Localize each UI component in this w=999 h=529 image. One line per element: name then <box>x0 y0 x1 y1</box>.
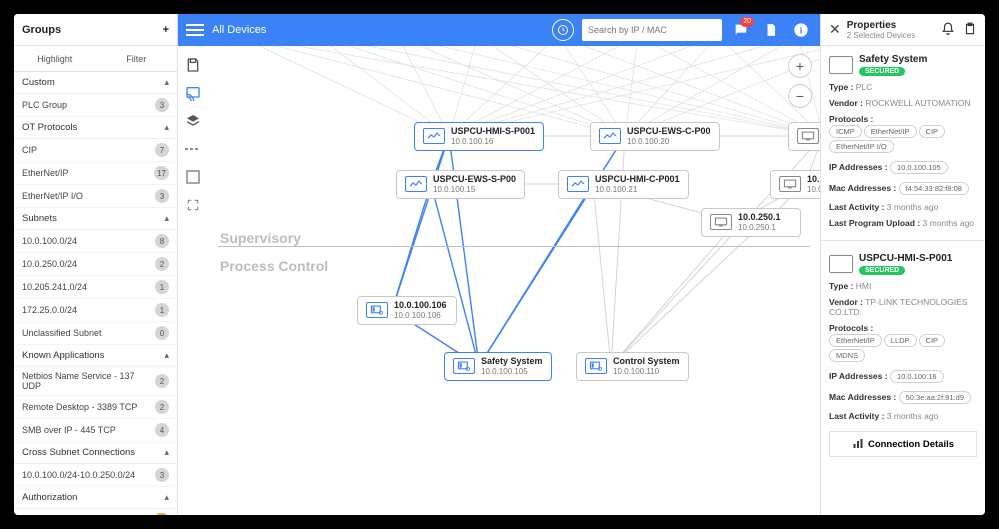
layer-label: Process Control <box>220 258 328 274</box>
protocol-pill: EtherNet/IP I/O <box>829 140 894 153</box>
fullscreen-icon[interactable] <box>184 196 202 214</box>
secured-badge: SECURED <box>859 67 905 76</box>
device-icon <box>779 176 801 192</box>
network-node[interactable]: USPCU-HMI-C-P00110.0.100.21 <box>558 170 689 199</box>
group-row[interactable]: Remote Desktop - 3389 TCP2 <box>14 396 177 419</box>
add-group-icon[interactable]: + <box>163 24 169 36</box>
document-icon[interactable] <box>760 19 782 41</box>
groups-title: Groups <box>22 24 61 36</box>
secured-badge: SECURED <box>859 266 905 275</box>
square-icon[interactable] <box>184 168 202 186</box>
group-row[interactable]: Unclassified Subnet0 <box>14 322 177 345</box>
group-section[interactable]: OT Protocols▴ <box>14 117 177 139</box>
device-name: USPCU-HMI-S-P001 <box>859 253 952 264</box>
network-node[interactable]: USPCU-EWS-S-P0010.0.100.15 <box>396 170 525 199</box>
network-canvas[interactable]: + − USPCU-HMI-S-P00110.0.100.16 USPCU-EWS… <box>178 46 820 515</box>
group-row[interactable]: Authorized Devices26 <box>14 509 177 515</box>
group-row[interactable]: 10.0.100.0/248 <box>14 230 177 253</box>
groups-panel: Groups + Highlight Filter Custom▴PLC Gro… <box>14 14 178 515</box>
device-icon <box>829 255 853 273</box>
device-icon <box>567 176 589 192</box>
dash-icon[interactable] <box>184 140 202 158</box>
bell-icon[interactable] <box>941 22 955 38</box>
close-icon[interactable]: ✕ <box>829 21 841 38</box>
tool-strip <box>178 46 208 214</box>
clipboard-icon[interactable] <box>963 22 977 38</box>
history-icon[interactable] <box>552 19 574 41</box>
group-section[interactable]: Cross Subnet Connections▴ <box>14 442 177 464</box>
protocol-pill: EtherNet/IP <box>864 125 917 138</box>
layers-icon[interactable] <box>184 112 202 130</box>
network-node[interactable]: 10.0.100.110.0.100.1 <box>788 122 820 151</box>
search-box[interactable] <box>582 19 722 41</box>
device-icon <box>366 302 388 318</box>
device-icon <box>405 176 427 192</box>
group-section[interactable]: Subnets▴ <box>14 208 177 230</box>
group-row[interactable]: 172.25.0.0/241 <box>14 299 177 322</box>
zoom-in-button[interactable]: + <box>788 54 812 78</box>
device-icon <box>710 214 732 230</box>
page-title: All Devices <box>212 24 266 36</box>
network-node[interactable]: 10.0.250.210.0.250.2 <box>770 170 820 199</box>
group-section[interactable]: Custom▴ <box>14 72 177 94</box>
group-section[interactable]: Authorization▴ <box>14 487 177 509</box>
layer-label: Supervisory <box>220 230 301 246</box>
protocol-pill: LLDP <box>884 334 917 347</box>
network-node[interactable]: 10.0.250.110.0.250.1 <box>701 208 801 237</box>
device-card: USPCU-HMI-S-P001SECUREDType : HMIVendor … <box>829 253 977 421</box>
group-row[interactable]: 10.0.100.0/24-10.0.250.0/243 <box>14 464 177 487</box>
search-input[interactable] <box>588 25 716 35</box>
network-node[interactable]: 10.0.100.10610.0.100.106 <box>357 296 457 325</box>
chat-icon[interactable]: 20 <box>730 19 752 41</box>
protocol-pill: EtherNet/IP <box>829 334 882 347</box>
tab-filter[interactable]: Filter <box>96 46 178 71</box>
group-row[interactable]: 10.0.250.0/242 <box>14 253 177 276</box>
device-card: Safety SystemSECUREDType : PLCVendor : R… <box>829 54 977 228</box>
menu-icon[interactable] <box>186 24 204 36</box>
save-icon[interactable] <box>184 56 202 74</box>
properties-subtitle: 2 Selected Devices <box>847 31 935 40</box>
protocol-pill: CIP <box>919 334 946 347</box>
device-icon <box>797 128 819 144</box>
connection-details-button[interactable]: Connection Details <box>829 431 977 457</box>
group-row[interactable]: PLC Group3 <box>14 94 177 117</box>
device-icon <box>599 128 621 144</box>
zoom-out-button[interactable]: − <box>788 84 812 108</box>
chat-badge: 20 <box>740 17 754 27</box>
network-node[interactable]: Control System10.0.100.110 <box>576 352 689 381</box>
protocol-pill: ICMP <box>829 125 862 138</box>
group-row[interactable]: SMB over IP - 445 TCP4 <box>14 419 177 442</box>
network-node[interactable]: USPCU-HMI-S-P00110.0.100.16 <box>414 122 544 151</box>
device-name: Safety System <box>859 54 927 65</box>
protocol-pill: MDNS <box>829 349 865 362</box>
topbar: All Devices 20 i <box>178 14 820 46</box>
device-icon <box>423 128 445 144</box>
tab-highlight[interactable]: Highlight <box>14 46 96 71</box>
network-node[interactable]: Safety System10.0.100.105 <box>444 352 552 381</box>
group-row[interactable]: CIP7 <box>14 139 177 162</box>
protocol-pill: CIP <box>919 125 946 138</box>
group-section[interactable]: Known Applications▴ <box>14 345 177 367</box>
properties-title: Properties <box>847 20 935 31</box>
group-row[interactable]: EtherNet/IP17 <box>14 162 177 185</box>
device-icon <box>453 358 475 374</box>
svg-text:i: i <box>800 25 803 35</box>
network-node[interactable]: USPCU-EWS-C-P0010.0.100.20 <box>590 122 720 151</box>
cast-icon[interactable] <box>184 84 202 102</box>
properties-panel: ✕ Properties 2 Selected Devices Safety S… <box>820 14 985 515</box>
group-row[interactable]: 10.205.241.0/241 <box>14 276 177 299</box>
group-row[interactable]: EtherNet/IP I/O3 <box>14 185 177 208</box>
group-row[interactable]: Netbios Name Service - 137 UDP2 <box>14 367 177 396</box>
device-icon <box>829 56 853 74</box>
info-icon[interactable]: i <box>790 19 812 41</box>
device-icon <box>585 358 607 374</box>
